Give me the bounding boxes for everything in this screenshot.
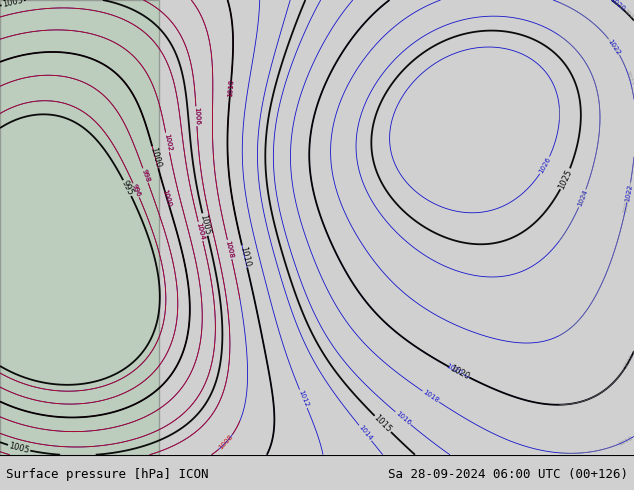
Text: 1025: 1025 xyxy=(557,168,574,190)
Text: 1026: 1026 xyxy=(538,156,552,174)
Text: 1024: 1024 xyxy=(576,189,588,208)
Text: 1010: 1010 xyxy=(238,245,251,268)
Text: 1020: 1020 xyxy=(445,363,463,377)
Text: 1005: 1005 xyxy=(1,0,24,9)
Text: 998: 998 xyxy=(140,168,151,183)
Text: 1002: 1002 xyxy=(163,133,172,152)
Text: 1002: 1002 xyxy=(163,133,172,152)
Text: 1020: 1020 xyxy=(623,9,634,24)
Text: 1005: 1005 xyxy=(198,213,212,236)
Text: 1010: 1010 xyxy=(227,78,235,97)
Text: 1022: 1022 xyxy=(624,70,634,86)
Text: 1022: 1022 xyxy=(607,38,622,56)
Text: 1020: 1020 xyxy=(623,353,634,369)
Text: 1024: 1024 xyxy=(577,190,588,207)
Text: 1004: 1004 xyxy=(195,222,205,241)
Text: 1005: 1005 xyxy=(8,441,30,455)
Text: 998: 998 xyxy=(140,168,151,183)
Text: 1014: 1014 xyxy=(358,424,373,442)
Text: 1016: 1016 xyxy=(394,410,412,426)
Text: Sa 28-09-2024 06:00 UTC (00+126): Sa 28-09-2024 06:00 UTC (00+126) xyxy=(387,467,628,481)
Text: 1015: 1015 xyxy=(372,414,393,435)
Text: 1004: 1004 xyxy=(195,222,205,241)
Text: 996: 996 xyxy=(131,183,141,197)
Text: 1000: 1000 xyxy=(162,189,172,208)
Text: 1010: 1010 xyxy=(227,78,235,97)
Text: 1008: 1008 xyxy=(224,240,235,259)
FancyBboxPatch shape xyxy=(0,0,158,455)
Text: 1022: 1022 xyxy=(623,197,630,213)
Text: 1020: 1020 xyxy=(448,364,470,381)
Text: 1008: 1008 xyxy=(224,240,235,259)
Text: 1006: 1006 xyxy=(193,107,200,125)
Text: 1000: 1000 xyxy=(162,189,172,208)
Text: Surface pressure [hPa] ICON: Surface pressure [hPa] ICON xyxy=(6,467,209,481)
Text: 996: 996 xyxy=(131,183,141,197)
Text: 1022: 1022 xyxy=(624,183,633,202)
Text: 1018: 1018 xyxy=(422,389,440,404)
Text: 995: 995 xyxy=(120,179,135,197)
Text: 1008: 1008 xyxy=(218,434,235,451)
Text: 1006: 1006 xyxy=(193,107,200,125)
Text: 1018: 1018 xyxy=(618,435,633,447)
Text: 1020: 1020 xyxy=(609,0,626,13)
Text: 1000: 1000 xyxy=(148,146,162,169)
Text: 1012: 1012 xyxy=(297,390,309,408)
